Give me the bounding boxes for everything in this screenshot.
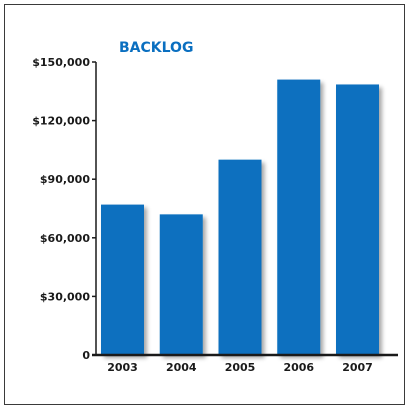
y-tick-label: $30,000 [40, 290, 90, 303]
chart-title: BACKLOG [119, 40, 193, 56]
y-tick-label: $60,000 [40, 232, 90, 245]
x-axis-ticks: 2003 2004 2005 2006 2007 [107, 361, 373, 374]
bars [101, 79, 379, 356]
bar-2003 [101, 204, 144, 355]
bar-2006 [277, 79, 321, 355]
bar-2005 [218, 159, 262, 355]
x-tick-label: 2004 [166, 361, 197, 374]
x-tick-label: 2005 [225, 361, 256, 374]
bar-2004 [159, 214, 203, 355]
x-tick-label: 2006 [283, 361, 314, 374]
bar-chart: BACKLOG 0 $30,000 $60,000 $90,000 $120,000 $1… [32, 40, 398, 374]
chart-frame: BACKLOG 0 $30,000 $60,000 $90,000 $120,000 $1… [4, 4, 405, 405]
y-tick-label: $90,000 [40, 173, 90, 186]
x-tick-label: 2003 [107, 361, 138, 374]
bar-2007 [336, 84, 379, 356]
y-tick-label: $150,000 [32, 56, 90, 69]
y-axis-ticks: 0 $30,000 $60,000 $90,000 $120,000 $150,000 [32, 56, 96, 362]
y-tick-label: 0 [82, 349, 90, 362]
y-tick-label: $120,000 [32, 115, 90, 128]
x-tick-label: 2007 [342, 361, 373, 374]
